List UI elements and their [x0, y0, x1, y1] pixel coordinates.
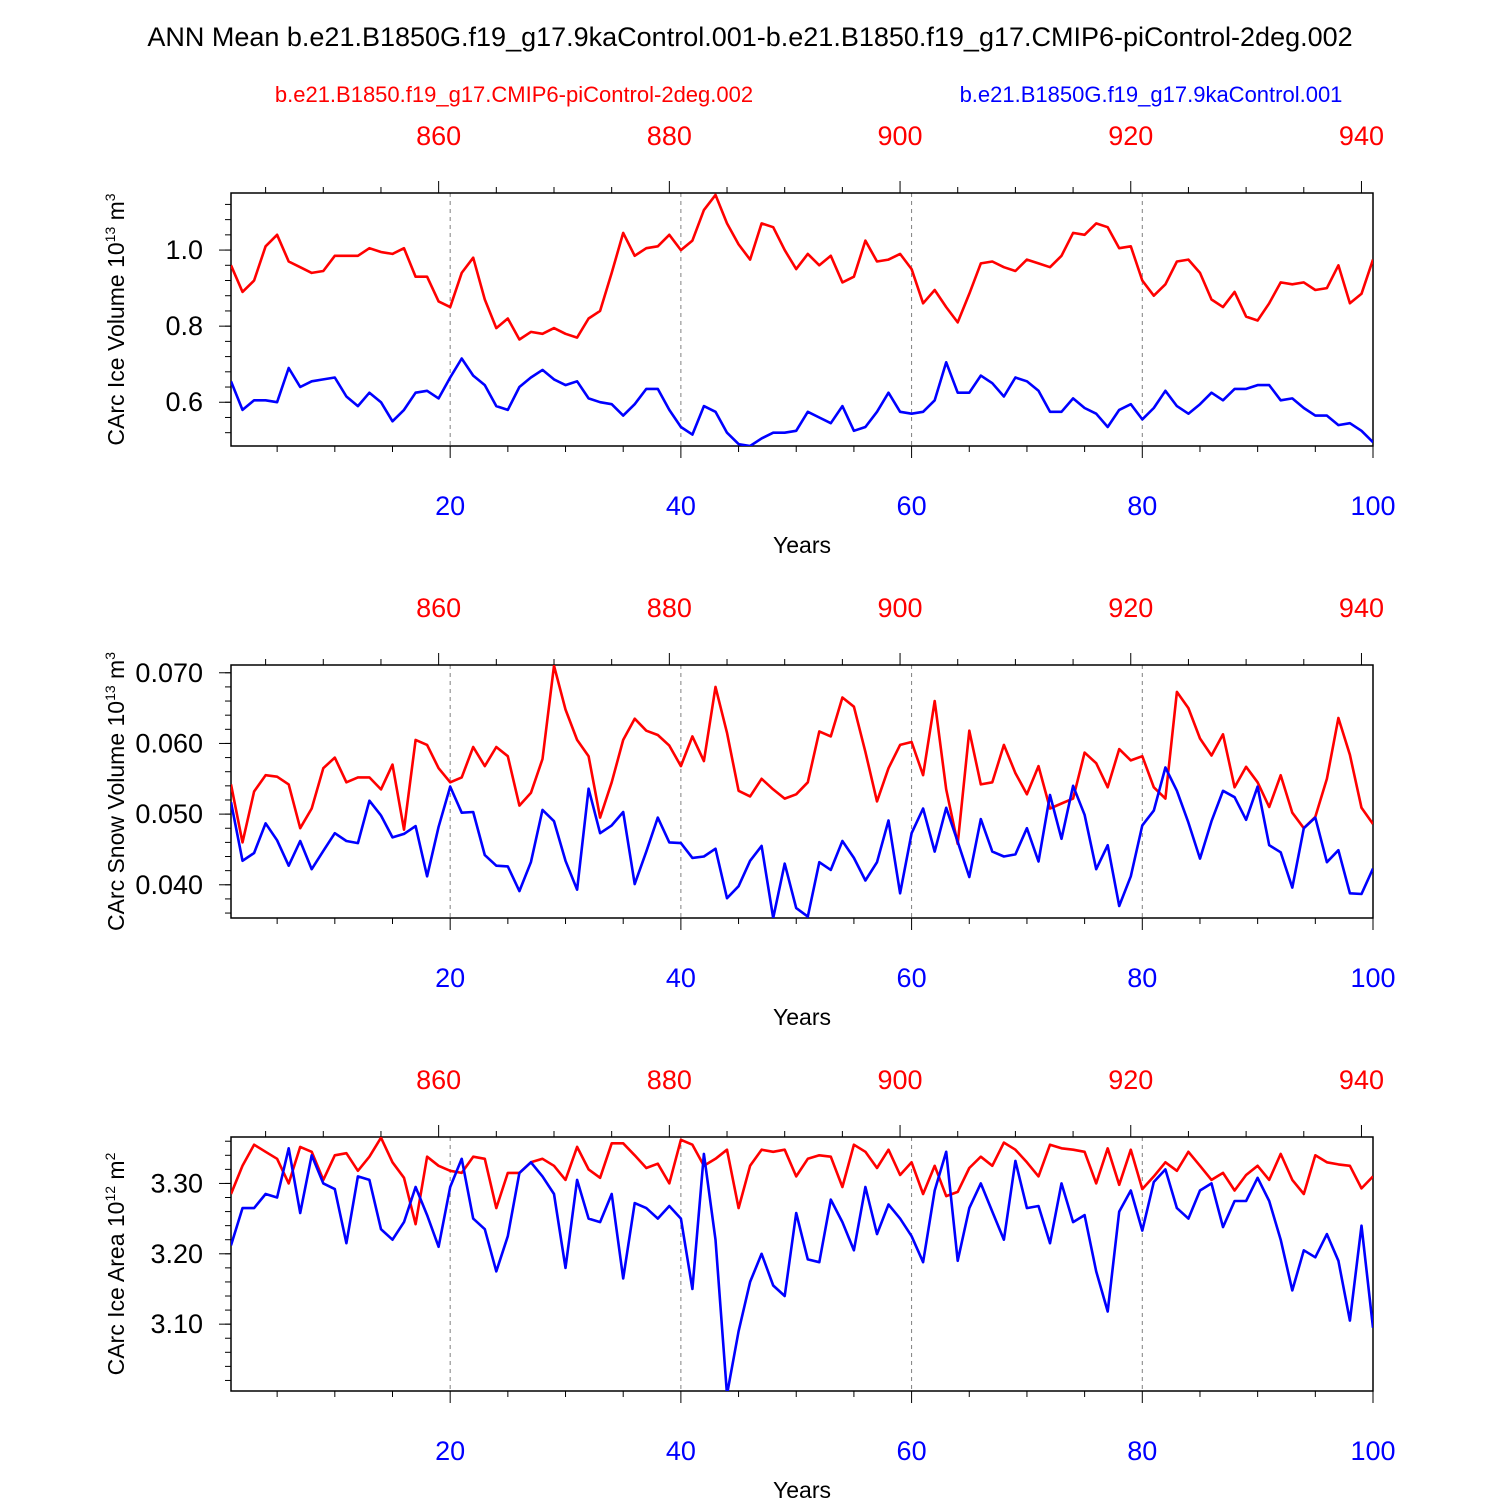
x-tick-label-top: 920 [1108, 121, 1153, 151]
x-tick-label-bottom: 80 [1127, 963, 1157, 993]
plot-frame [230, 1136, 1374, 1392]
y-axis-label-unit: 10 [103, 701, 129, 733]
x-tick-label-bottom: 60 [897, 491, 927, 521]
x-tick-label-top: 880 [647, 1065, 692, 1095]
x-tick-label-top: 880 [647, 121, 692, 151]
x-tick-label-top: 940 [1339, 1065, 1384, 1095]
x-tick-label-top: 900 [878, 1065, 923, 1095]
y-axis-label-name: CArc Ice Volume [103, 274, 129, 445]
series-line-red [231, 193, 1373, 341]
y-axis-label-name: CArc Ice Area [103, 1233, 129, 1375]
snow-volume-panel: 20 40 60 80 100 860 880 900 920 940 0.040 0.050 0.06… [102, 593, 1396, 1030]
y-tick-label: 0.6 [165, 387, 203, 417]
y-tick-label: 0.050 [135, 799, 203, 829]
x-axis-label: Years [773, 1477, 831, 1500]
y-axis-label-exp: 13 [102, 685, 118, 701]
x-tick-label-bottom: 40 [666, 963, 696, 993]
y-axis-label-exp2: 3 [102, 652, 118, 660]
x-tick-label-bottom: 80 [1127, 1436, 1157, 1466]
x-tick-label-bottom: 100 [1350, 963, 1395, 993]
y-axis-label: CArc Ice Area 1012 m2 [102, 1152, 129, 1375]
series-line-blue [231, 357, 1373, 446]
x-tick-label-bottom: 40 [666, 1436, 696, 1466]
y-tick-label: 0.8 [165, 311, 203, 341]
y-axis-label-exp2: 2 [102, 1152, 118, 1160]
y-axis-label: CArc Snow Volume 1013 m3 [102, 652, 129, 931]
y-axis-label-tail: m [103, 201, 129, 227]
figure-title: ANN Mean b.e21.B1850G.f19_g17.9kaControl… [147, 22, 1352, 52]
y-tick-label: 3.10 [150, 1309, 203, 1339]
x-tick-label-bottom: 100 [1350, 491, 1395, 521]
x-tick-label-bottom: 60 [897, 1436, 927, 1466]
x-axis-label: Years [773, 1004, 831, 1030]
x-tick-label-bottom: 100 [1350, 1436, 1395, 1466]
y-tick-label: 0.060 [135, 728, 203, 758]
series-line-red [231, 665, 1373, 846]
ice-volume-panel: 20 40 60 80 100 860 880 900 920 940 0.6 0.8 1.0 CArc … [102, 121, 1396, 558]
x-tick-label-top: 860 [416, 121, 461, 151]
y-axis-label-tail: m [103, 1160, 129, 1186]
x-tick-label-top: 860 [416, 593, 461, 623]
x-tick-label-top: 900 [878, 593, 923, 623]
y-axis-label-unit: 10 [103, 242, 129, 274]
x-tick-label-top: 860 [416, 1065, 461, 1095]
x-tick-label-top: 940 [1339, 593, 1384, 623]
y-tick-label: 0.040 [135, 870, 203, 900]
legend-blue-label: b.e21.B1850G.f19_g17.9kaControl.001 [960, 82, 1343, 107]
y-axis-label-unit: 10 [103, 1202, 129, 1234]
x-tick-label-top: 900 [878, 121, 923, 151]
legend-red-label: b.e21.B1850.f19_g17.CMIP6-piControl-2deg… [275, 82, 753, 107]
series-line-blue [231, 766, 1373, 918]
y-tick-label: 1.0 [165, 235, 203, 265]
plot-frame [230, 664, 1374, 919]
y-tick-label: 3.20 [150, 1239, 203, 1269]
y-axis-label-exp: 13 [102, 227, 118, 243]
y-tick-label: 3.30 [150, 1168, 203, 1198]
x-tick-label-top: 880 [647, 593, 692, 623]
y-tick-label: 0.070 [135, 658, 203, 688]
y-axis-label-exp: 12 [102, 1186, 118, 1202]
x-tick-label-bottom: 80 [1127, 491, 1157, 521]
series-line-red [231, 1137, 1373, 1226]
x-tick-label-bottom: 20 [435, 1436, 465, 1466]
y-axis-label: CArc Ice Volume 1013 m3 [102, 193, 129, 445]
y-axis-label-exp2: 3 [102, 193, 118, 201]
y-axis-label-tail: m [103, 660, 129, 686]
x-tick-label-bottom: 60 [897, 963, 927, 993]
x-tick-label-top: 920 [1108, 593, 1153, 623]
x-tick-label-bottom: 20 [435, 963, 465, 993]
x-tick-label-top: 940 [1339, 121, 1384, 151]
ice-area-panel: 20 40 60 80 100 860 880 900 920 940 3.10 3.20 3.30 CA… [102, 1065, 1396, 1500]
plot-frame [230, 192, 1374, 447]
x-tick-label-top: 920 [1108, 1065, 1153, 1095]
x-axis-label: Years [773, 532, 831, 558]
y-axis-label-name: CArc Snow Volume [103, 733, 129, 931]
x-tick-label-bottom: 20 [435, 491, 465, 521]
x-tick-label-bottom: 40 [666, 491, 696, 521]
series-line-blue [231, 1147, 1373, 1391]
